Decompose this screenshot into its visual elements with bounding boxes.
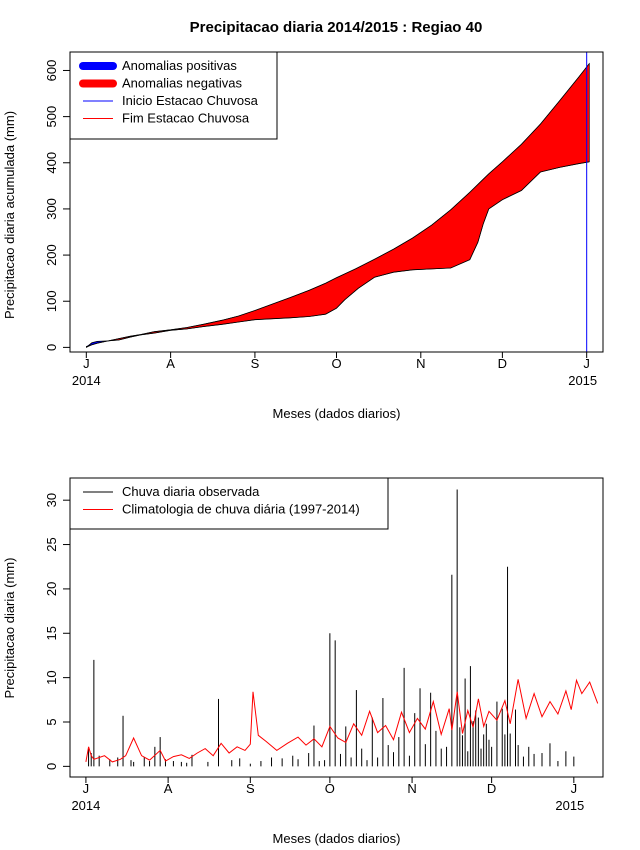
x-month-label: J (83, 356, 90, 371)
y-axis-label: Precipitacao diaria (mm) (2, 558, 17, 699)
legend-label: Chuva diaria observada (122, 484, 260, 499)
y-tick-label: 400 (44, 152, 59, 174)
year-end-label: 2015 (555, 798, 584, 813)
x-month-label: O (325, 781, 335, 796)
x-month-label: J (583, 356, 590, 371)
y-tick-label: 30 (44, 493, 59, 507)
climatology-cumulative-line (86, 63, 590, 347)
year-end-label: 2015 (568, 373, 597, 388)
x-month-label: O (331, 356, 341, 371)
y-axis-label: Precipitacao diaria acumulada (mm) (2, 111, 17, 319)
y-tick-label: 300 (44, 198, 59, 220)
y-tick-label: 0 (44, 344, 59, 351)
x-month-label: N (416, 356, 425, 371)
x-month-label: J (571, 781, 578, 796)
x-month-label: D (498, 356, 507, 371)
y-tick-label: 20 (44, 582, 59, 596)
x-month-label: D (487, 781, 496, 796)
y-tick-label: 100 (44, 290, 59, 312)
x-month-label: A (166, 356, 175, 371)
y-tick-label: 600 (44, 60, 59, 82)
x-month-label: S (251, 356, 260, 371)
x-axis-label: Meses (dados diarios) (273, 406, 401, 421)
y-tick-label: 5 (44, 718, 59, 725)
legend-label: Climatologia de chuva diária (1997-2014) (122, 502, 360, 517)
x-month-label: A (164, 781, 173, 796)
y-tick-label: 10 (44, 670, 59, 684)
legend-label: Inicio Estacao Chuvosa (122, 93, 259, 108)
legend-label: Fim Estacao Chuvosa (122, 111, 250, 126)
legend-label: Anomalias negativas (122, 76, 242, 91)
year-start-label: 2014 (71, 798, 100, 813)
chart-title: Precipitacao diaria 2014/2015 : Regiao 4… (190, 19, 483, 36)
y-tick-label: 15 (44, 626, 59, 640)
x-axis-label: Meses (dados diarios) (273, 831, 401, 846)
observed-cumulative-line (86, 161, 590, 348)
y-tick-label: 500 (44, 106, 59, 128)
y-tick-label: 25 (44, 537, 59, 551)
x-month-label: N (407, 781, 416, 796)
year-start-label: 2014 (72, 373, 101, 388)
x-month-label: J (83, 781, 90, 796)
x-month-label: S (246, 781, 255, 796)
y-tick-label: 0 (44, 763, 59, 770)
legend-box (69, 477, 389, 530)
legend-label: Anomalias positivas (122, 58, 237, 73)
climatology-daily-line (85, 678, 599, 763)
y-tick-label: 200 (44, 244, 59, 266)
